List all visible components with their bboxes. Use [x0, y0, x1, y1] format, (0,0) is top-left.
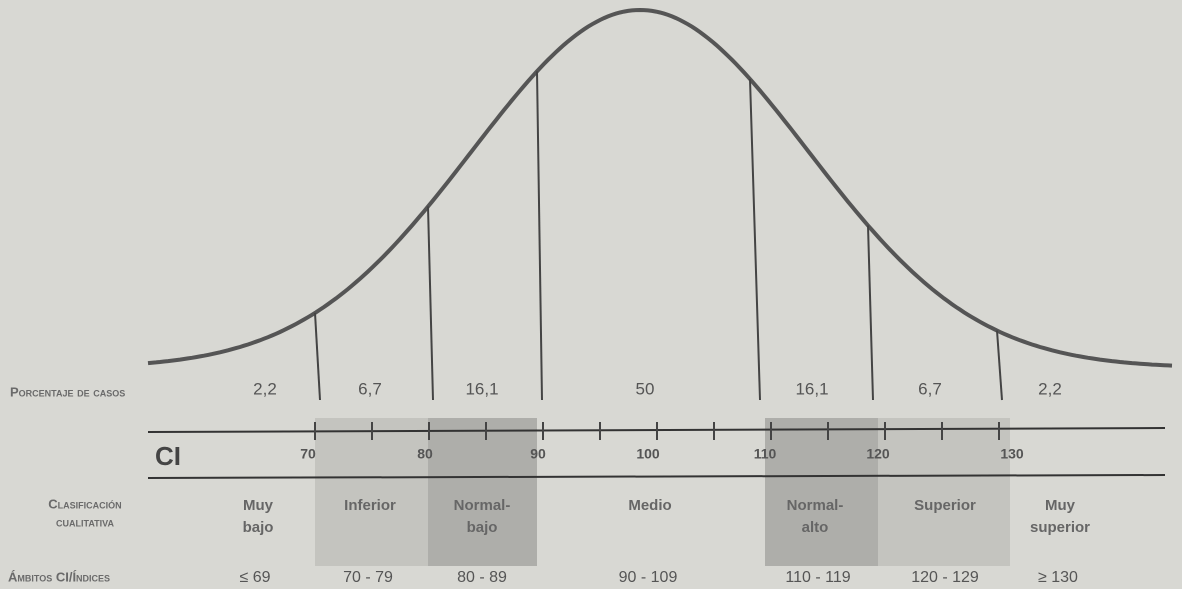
divider	[867, 225, 874, 401]
divider	[314, 312, 321, 401]
classification-item: Normal-	[454, 497, 511, 514]
ci-tick-label: 90	[530, 446, 546, 462]
classification-item: bajo	[467, 519, 498, 536]
range-item: 120 - 129	[911, 569, 979, 586]
range-item: 80 - 89	[457, 569, 507, 586]
percent-value: 16,1	[465, 379, 498, 398]
classification-item: bajo	[243, 519, 274, 536]
ci-tick-label: 80	[417, 446, 433, 462]
ci-tick-label: 110	[754, 446, 777, 462]
classification-item: Medio	[628, 497, 671, 514]
classification-item: Normal-	[787, 497, 844, 514]
percent-value: 6,7	[918, 379, 942, 398]
divider	[996, 330, 1003, 401]
classification-item: Inferior	[344, 497, 396, 514]
ci-tick-label: 100	[636, 446, 660, 462]
classification-item: alto	[802, 519, 829, 536]
ci-label: CI	[155, 441, 181, 471]
shade-inferior	[315, 418, 428, 566]
divider	[749, 79, 761, 401]
classification-label: Clasificación	[48, 496, 121, 511]
ci-tick-label: 70	[300, 446, 316, 462]
ranges-label: Ámbitos CI/Índices	[8, 569, 110, 584]
shade-normal-bajo	[428, 418, 537, 566]
classification-item: Muy	[1045, 497, 1076, 514]
percent-label: Porcentaje de casos	[10, 384, 125, 399]
ci-tick-label: 130	[1000, 446, 1024, 462]
range-item: ≥ 130	[1038, 569, 1078, 586]
classification-item: Superior	[914, 497, 976, 514]
range-item: ≤ 69	[239, 569, 270, 586]
shade-superior	[878, 418, 1010, 566]
range-item: 70 - 79	[343, 569, 393, 586]
percent-value: 6,7	[358, 379, 382, 398]
classification-label: cualitativa	[56, 514, 114, 529]
classification-item: Muy	[243, 497, 274, 514]
range-item: 110 - 119	[785, 569, 850, 586]
separator	[147, 474, 1166, 479]
divider	[427, 206, 434, 401]
classification-item: superior	[1030, 519, 1090, 536]
percent-value: 2,2	[253, 379, 277, 398]
percent-value: 16,1	[795, 379, 828, 398]
divider	[536, 71, 543, 401]
range-item: 90 - 109	[619, 569, 678, 586]
ci-tick-label: 120	[866, 446, 890, 462]
percent-value: 2,2	[1038, 379, 1062, 398]
percent-value: 50	[636, 379, 655, 398]
shade-normal-alto	[765, 418, 878, 566]
bell-curve	[147, 7, 1173, 368]
